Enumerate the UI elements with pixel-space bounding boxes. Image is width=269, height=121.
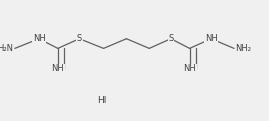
- Text: NH: NH: [33, 34, 45, 43]
- Text: NH: NH: [51, 64, 64, 73]
- Text: S: S: [77, 34, 82, 43]
- Text: S: S: [168, 34, 174, 43]
- Text: HI: HI: [98, 96, 107, 105]
- Text: NH: NH: [183, 64, 196, 73]
- Text: H₂N: H₂N: [0, 44, 13, 53]
- Text: NH: NH: [205, 34, 218, 43]
- Text: NH₂: NH₂: [235, 44, 251, 53]
